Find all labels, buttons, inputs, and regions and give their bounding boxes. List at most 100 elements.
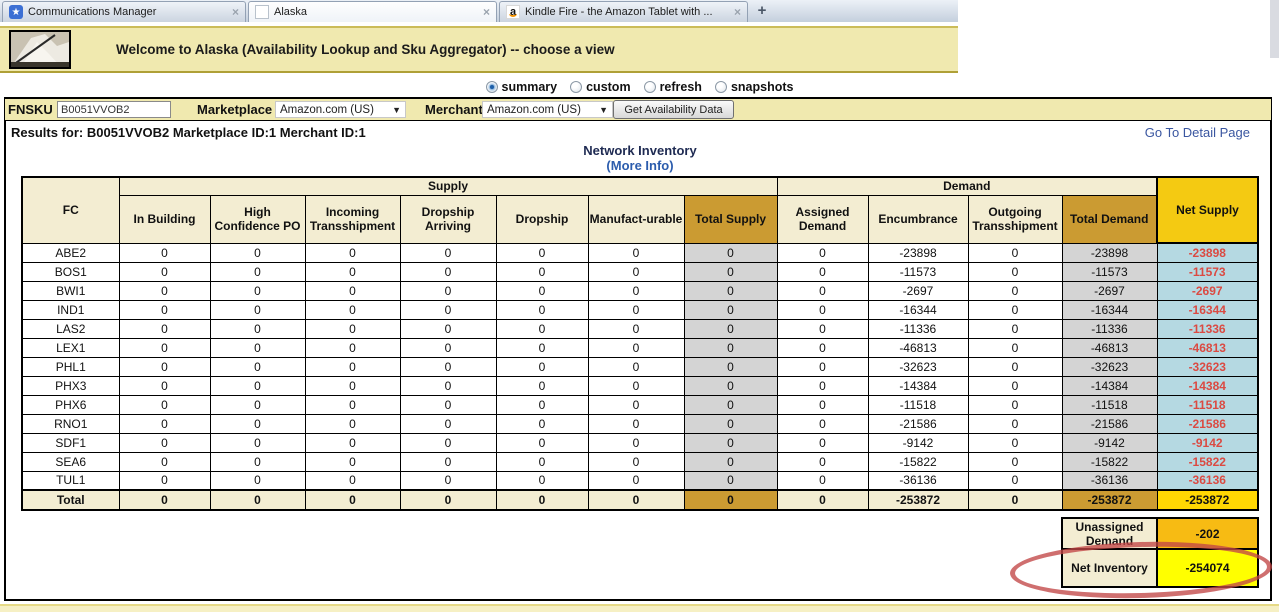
net-supply-cell: -32623 [1156, 356, 1259, 377]
marketplace-select[interactable]: Amazon.com (US) ▼ [275, 101, 406, 118]
welcome-banner: Welcome to Alaska (Availability Lookup a… [0, 26, 958, 73]
table-cell: 0 [304, 356, 401, 377]
radio-button-icon[interactable] [485, 81, 498, 93]
table-cell: 0 [304, 337, 401, 358]
table-cell: -11336 [867, 318, 969, 339]
unassigned-demand-value: -202 [1156, 517, 1259, 550]
total-cell: -14384 [1061, 375, 1158, 396]
inventory-summary-table: Unassigned Demand -202 Net Inventory -25… [1061, 517, 1259, 588]
total-net-supply-cell: -253872 [1156, 489, 1259, 511]
table-cell: 0 [495, 242, 589, 263]
table-cell: 0 [118, 394, 211, 415]
table-cell: -23898 [867, 242, 969, 263]
tab-communications-manager[interactable]: ★ Communications Manager × [2, 1, 246, 22]
table-cell: 0 [776, 470, 869, 491]
tab-kindle-fire[interactable]: a Kindle Fire - the Amazon Tablet with .… [499, 1, 748, 22]
table-cell: 0 [967, 356, 1063, 377]
fc-row-phx3: PHX3 0 0 0 0 0 0 0 0 -14384 0 -14384 -14384 [21, 375, 1259, 396]
total-cell: -9142 [1061, 432, 1158, 453]
table-cell: 0 [118, 470, 211, 491]
merchant-select[interactable]: Amazon.com (US) ▼ [482, 101, 613, 118]
table-cell: -32623 [867, 356, 969, 377]
table-cell: 0 [967, 280, 1063, 301]
page-favicon-icon [255, 5, 269, 19]
net-supply-header: Net Supply [1156, 176, 1259, 244]
table-cell: 0 [967, 337, 1063, 358]
get-availability-data-button[interactable]: Get Availability Data [613, 100, 734, 119]
table-cell: 0 [209, 413, 306, 434]
table-cell: 0 [967, 375, 1063, 396]
radio-button-icon[interactable] [643, 81, 656, 93]
total-row-cell: 0 [118, 489, 211, 511]
table-cell: 0 [967, 299, 1063, 320]
table-cell: 0 [304, 451, 401, 472]
radio-button-icon[interactable] [570, 81, 583, 93]
total-cell: -32623 [1061, 356, 1158, 377]
net-supply-cell: -2697 [1156, 280, 1259, 301]
table-cell: 0 [495, 375, 589, 396]
tab-alaska[interactable]: Alaska × [248, 1, 497, 22]
view-selector: summary custom refresh snapshots [0, 79, 1279, 95]
fc-cell: BOS1 [21, 261, 120, 282]
results-panel: Results for: B0051VVOB2 Marketplace ID:1… [4, 121, 1273, 602]
new-tab-button[interactable]: + [757, 2, 767, 19]
close-tab-icon[interactable]: × [231, 5, 239, 19]
net-supply-cell: -9142 [1156, 432, 1259, 453]
total-cell: 0 [683, 451, 778, 472]
close-tab-icon[interactable]: × [482, 5, 490, 19]
fc-cell: PHL1 [21, 356, 120, 377]
table-cell: 0 [304, 261, 401, 282]
table-cell: 0 [209, 337, 306, 358]
table-cell: 0 [587, 394, 685, 415]
go-to-detail-page-link[interactable]: Go To Detail Page [1144, 125, 1250, 140]
close-tab-icon[interactable]: × [733, 5, 741, 19]
net-inventory-label: Net Inventory [1061, 548, 1158, 588]
total-row-cell: 0 [683, 489, 778, 511]
browser-tab-bar: ★ Communications Manager × Alaska × a Ki… [0, 0, 958, 22]
radio-summary[interactable]: summary [485, 80, 557, 94]
total-cell: -46813 [1061, 337, 1158, 358]
merchant-label: Merchant [425, 102, 483, 117]
radio-button-icon[interactable] [714, 81, 727, 93]
fc-cell: RNO1 [21, 413, 120, 434]
table-cell: 0 [209, 242, 306, 263]
total-row-cell: 0 [304, 489, 401, 511]
table-cell: 0 [776, 318, 869, 339]
table-cell: 0 [118, 261, 211, 282]
net-supply-cell: -11518 [1156, 394, 1259, 415]
marketplace-label: Marketplace [197, 102, 273, 117]
table-cell: 0 [967, 318, 1063, 339]
fnsku-input[interactable] [57, 101, 171, 118]
table-cell: -9142 [867, 432, 969, 453]
table-cell: 0 [587, 451, 685, 472]
radio-refresh[interactable]: refresh [643, 80, 702, 94]
radio-snapshots[interactable]: snapshots [714, 80, 793, 94]
table-cell: 0 [209, 432, 306, 453]
table-cell: 0 [967, 394, 1063, 415]
table-cell: 0 [495, 356, 589, 377]
total-cell: -11336 [1061, 318, 1158, 339]
table-cell: 0 [495, 299, 589, 320]
table-cell: 0 [587, 299, 685, 320]
table-cell: 0 [967, 413, 1063, 434]
fc-row-tul1: TUL1 0 0 0 0 0 0 0 0 -36136 0 -36136 -36136 [21, 470, 1259, 491]
total-row-cell: 0 [967, 489, 1063, 511]
fc-cell: IND1 [21, 299, 120, 320]
total-cell: -11518 [1061, 394, 1158, 415]
more-info-link[interactable]: (More Info) [606, 158, 674, 173]
table-cell: 0 [304, 470, 401, 491]
table-cell: 0 [587, 356, 685, 377]
total-cell: 0 [683, 242, 778, 263]
table-cell: 0 [399, 299, 497, 320]
net-supply-cell: -11573 [1156, 261, 1259, 282]
table-cell: 0 [776, 299, 869, 320]
radio-custom[interactable]: custom [570, 80, 631, 94]
table-cell: 0 [587, 470, 685, 491]
table-cell: 0 [209, 451, 306, 472]
table-cell: 0 [399, 432, 497, 453]
table-cell: 0 [209, 318, 306, 339]
fc-cell: TUL1 [21, 470, 120, 491]
table-cell: 0 [304, 242, 401, 263]
table-cell: -36136 [867, 470, 969, 491]
total-cell: -2697 [1061, 280, 1158, 301]
